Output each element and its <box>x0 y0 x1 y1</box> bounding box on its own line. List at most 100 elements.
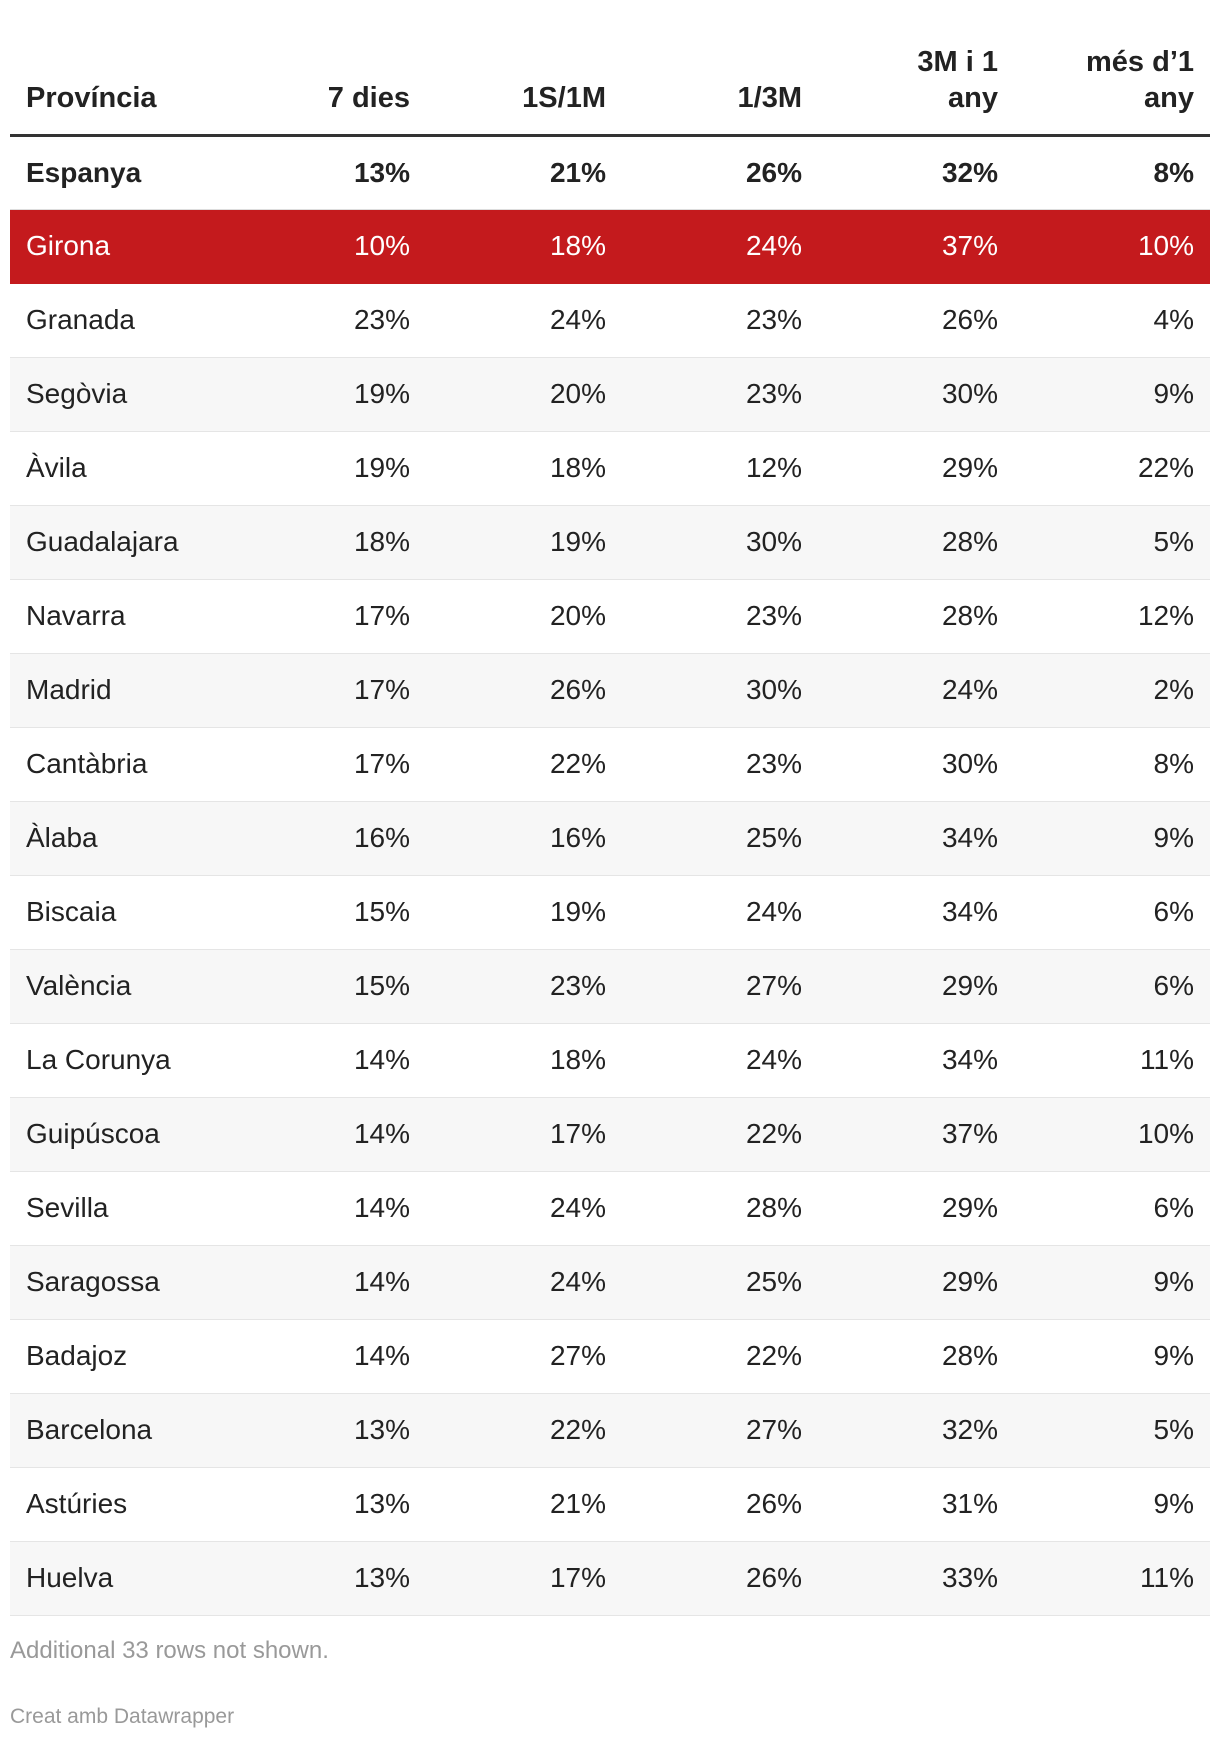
table-cell-value: 19% <box>426 505 622 580</box>
column-header-provincia[interactable]: Província <box>10 0 230 137</box>
table-cell-value: 20% <box>426 357 622 432</box>
table-cell-value: 6% <box>1014 1171 1210 1246</box>
column-header-7-dies[interactable]: 7 dies <box>230 0 426 137</box>
table-row: Barcelona 13% 22% 27% 32% 5% <box>10 1393 1210 1468</box>
table-cell-value: 18% <box>230 505 426 580</box>
table-cell-value: 24% <box>622 209 818 284</box>
table-cell-value: 22% <box>426 727 622 802</box>
table-cell-value: 29% <box>818 1245 1014 1320</box>
table-cell-value: 13% <box>230 1393 426 1468</box>
table-cell-value: 23% <box>622 579 818 654</box>
table-cell-value: 23% <box>230 283 426 358</box>
column-header-3m-1-any-label: 3M i 1 any <box>917 45 998 114</box>
table-cell-value: 26% <box>622 1467 818 1542</box>
table-cell-provincia: València <box>10 949 230 1024</box>
table-cell-value: 32% <box>818 1393 1014 1468</box>
table-cell-provincia: Astúries <box>10 1467 230 1542</box>
table-cell-value: 26% <box>426 653 622 728</box>
table-cell-value: 18% <box>426 209 622 284</box>
table-cell-value: 28% <box>818 579 1014 654</box>
table-cell-provincia: Sevilla <box>10 1171 230 1246</box>
table-cell-value: 26% <box>622 135 818 210</box>
table-cell-value: 24% <box>622 1023 818 1098</box>
table-cell-value: 23% <box>622 283 818 358</box>
table-cell-value: 6% <box>1014 949 1210 1024</box>
datawrapper-credit: Creat amb Datawrapper <box>10 1705 235 1728</box>
table-cell-value: 24% <box>426 283 622 358</box>
table-cell-provincia: Barcelona <box>10 1393 230 1468</box>
column-header-1s-1m[interactable]: 1S/1M <box>426 0 622 137</box>
table-cell-value: 24% <box>426 1171 622 1246</box>
table-row: Huelva 13% 17% 26% 33% 11% <box>10 1541 1210 1616</box>
table-cell-value: 16% <box>426 801 622 876</box>
table-cell-value: 17% <box>230 727 426 802</box>
table-cell-value: 15% <box>230 875 426 950</box>
table-cell-value: 8% <box>1014 727 1210 802</box>
table-cell-value: 21% <box>426 135 622 210</box>
column-header-3m-1-any[interactable]: 3M i 1 any <box>818 0 1014 137</box>
table-cell-value: 23% <box>426 949 622 1024</box>
table-cell-value: 26% <box>622 1541 818 1616</box>
table-cell-value: 19% <box>426 875 622 950</box>
table-cell-value: 5% <box>1014 1393 1210 1468</box>
table-cell-value: 25% <box>622 801 818 876</box>
table-cell-value: 29% <box>818 1171 1014 1246</box>
column-header-mes-1-any[interactable]: més d’1 any <box>1014 0 1210 137</box>
table-cell-provincia: Cantàbria <box>10 727 230 802</box>
table-cell-value: 30% <box>622 653 818 728</box>
table-row: Àvila 19% 18% 12% 29% 22% <box>10 431 1210 506</box>
table-row: Girona 10% 18% 24% 37% 10% <box>10 209 1210 284</box>
table-cell-value: 4% <box>1014 283 1210 358</box>
table-cell-provincia: Girona <box>10 209 230 284</box>
table-cell-value: 8% <box>1014 135 1210 210</box>
table-cell-value: 17% <box>426 1097 622 1172</box>
table-row: Guipúscoa 14% 17% 22% 37% 10% <box>10 1097 1210 1172</box>
table-cell-value: 27% <box>426 1319 622 1394</box>
table-cell-value: 16% <box>230 801 426 876</box>
table-cell-value: 14% <box>230 1319 426 1394</box>
table-cell-value: 13% <box>230 1541 426 1616</box>
table-cell-provincia: La Corunya <box>10 1023 230 1098</box>
table-cell-value: 32% <box>818 135 1014 210</box>
table-cell-value: 20% <box>426 579 622 654</box>
table-row: Granada 23% 24% 23% 26% 4% <box>10 283 1210 358</box>
table-cell-value: 28% <box>622 1171 818 1246</box>
table-cell-value: 23% <box>622 357 818 432</box>
table-cell-value: 29% <box>818 949 1014 1024</box>
table-cell-value: 24% <box>622 875 818 950</box>
table-cell-value: 25% <box>622 1245 818 1320</box>
table-cell-value: 12% <box>1014 579 1210 654</box>
table-cell-provincia: Guipúscoa <box>10 1097 230 1172</box>
table-row: Àlaba 16% 16% 25% 34% 9% <box>10 801 1210 876</box>
table-cell-value: 27% <box>622 1393 818 1468</box>
table-cell-value: 11% <box>1014 1541 1210 1616</box>
table-cell-value: 33% <box>818 1541 1014 1616</box>
table-cell-value: 22% <box>622 1097 818 1172</box>
data-table: Província 7 dies 1S/1M 1/3M 3M i 1 any m… <box>10 0 1210 1616</box>
rows-not-shown-note: Additional 33 rows not shown. <box>10 1637 329 1664</box>
table-row: Espanya 13% 21% 26% 32% 8% <box>10 135 1210 210</box>
table-cell-value: 34% <box>818 1023 1014 1098</box>
table-cell-provincia: Àvila <box>10 431 230 506</box>
table-cell-value: 11% <box>1014 1023 1210 1098</box>
table-row: Guadalajara 18% 19% 30% 28% 5% <box>10 505 1210 580</box>
table-cell-value: 29% <box>818 431 1014 506</box>
table-cell-provincia: Segòvia <box>10 357 230 432</box>
table-cell-provincia: Àlaba <box>10 801 230 876</box>
table-row: La Corunya 14% 18% 24% 34% 11% <box>10 1023 1210 1098</box>
table-cell-provincia: Badajoz <box>10 1319 230 1394</box>
table-cell-value: 19% <box>230 357 426 432</box>
table-header-row: Província 7 dies 1S/1M 1/3M 3M i 1 any m… <box>10 0 1210 137</box>
table-cell-value: 34% <box>818 801 1014 876</box>
table-row: Biscaia 15% 19% 24% 34% 6% <box>10 875 1210 950</box>
column-header-1-3m[interactable]: 1/3M <box>622 0 818 137</box>
table-cell-value: 37% <box>818 209 1014 284</box>
table-cell-value: 10% <box>1014 209 1210 284</box>
table-row: Navarra 17% 20% 23% 28% 12% <box>10 579 1210 654</box>
table-row: Segòvia 19% 20% 23% 30% 9% <box>10 357 1210 432</box>
table-row: Madrid 17% 26% 30% 24% 2% <box>10 653 1210 728</box>
table-cell-provincia: Biscaia <box>10 875 230 950</box>
table-cell-value: 14% <box>230 1097 426 1172</box>
table-cell-value: 22% <box>1014 431 1210 506</box>
table-cell-value: 31% <box>818 1467 1014 1542</box>
